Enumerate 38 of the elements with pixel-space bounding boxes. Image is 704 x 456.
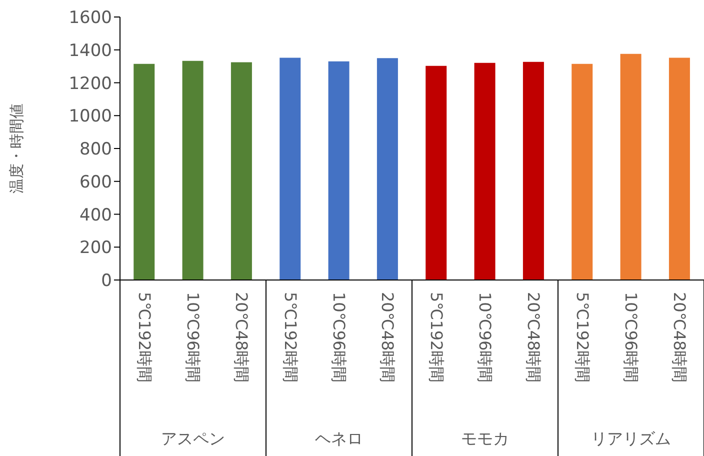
y-tick-label: 800: [80, 140, 112, 160]
bar: [474, 62, 496, 280]
x-tick-label: 10℃96時間: [184, 292, 202, 383]
text: モモカ: [461, 429, 509, 448]
text: リアリズム: [591, 429, 671, 448]
x-tick-label: 20℃48時間: [670, 292, 690, 383]
bar: [230, 62, 252, 280]
x-tick-label: 10℃96時間: [622, 292, 640, 383]
x-tick-label: 20℃48時間: [524, 292, 544, 383]
y-tick-label: 600: [80, 172, 112, 192]
bar: [620, 54, 642, 280]
x-tick-label: 5℃192時間: [426, 292, 446, 383]
bar: [522, 62, 544, 280]
y-axis-title: 温度・時間値: [7, 104, 26, 194]
bar: [134, 64, 155, 280]
bar: [328, 61, 350, 280]
x-tick-label: 5℃192時間: [280, 292, 300, 383]
x-tick-label: 5℃192時間: [134, 292, 154, 383]
y-tick-label: 0: [101, 271, 112, 292]
y-tick-label: 200: [80, 238, 112, 258]
text: ヘネロ: [315, 429, 363, 448]
y-tick-label: 1000: [68, 106, 112, 127]
x-tick-label: 20℃48時間: [232, 292, 252, 383]
y-tick-label: 1200: [68, 74, 112, 94]
bar: [376, 58, 398, 280]
y-tick-label: 1400: [68, 40, 112, 61]
y-tick-label: 400: [80, 205, 112, 226]
bar: [668, 58, 690, 280]
bar: [280, 58, 301, 280]
x-tick-label: 20℃48時間: [378, 292, 398, 383]
x-tick-label: 10℃96時間: [330, 292, 348, 383]
text: アスペン: [161, 429, 225, 448]
x-tick-label: 10℃96時間: [476, 292, 494, 383]
bar: [572, 64, 593, 280]
bar: [182, 60, 204, 280]
bar: [426, 66, 447, 280]
x-tick-label: 5℃192時間: [572, 292, 592, 383]
y-tick-label: 1600: [68, 8, 112, 28]
